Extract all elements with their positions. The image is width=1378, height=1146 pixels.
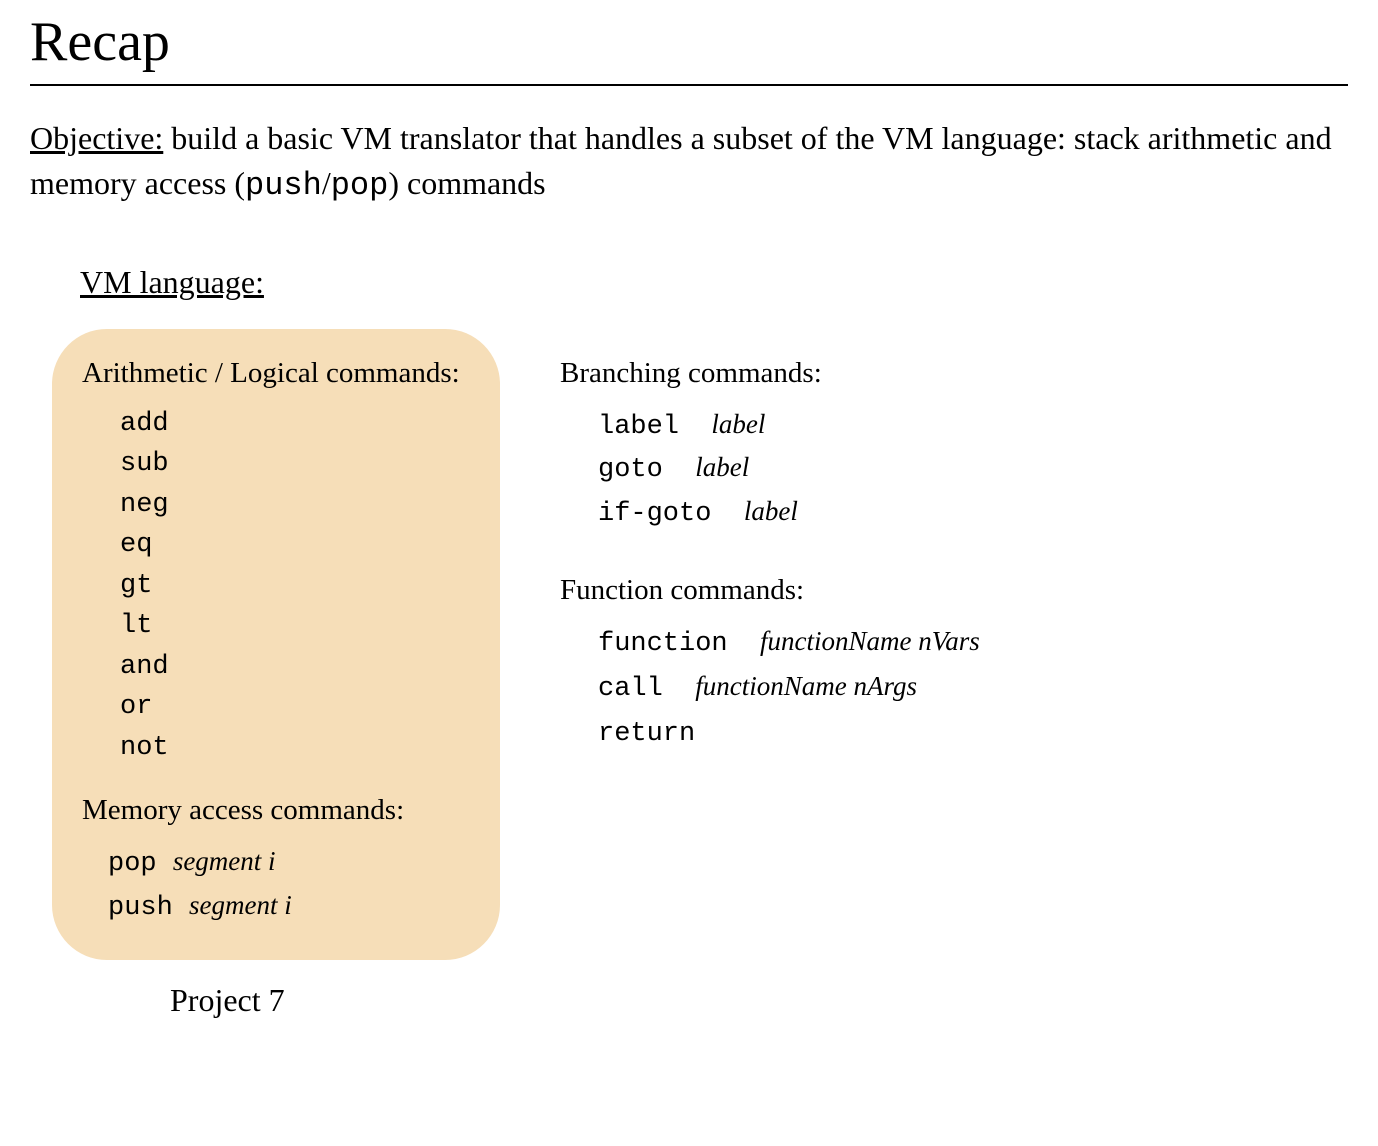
memory-arg: segment i	[173, 846, 276, 876]
branching-arg: label	[711, 409, 765, 439]
arith-item: and	[120, 647, 470, 688]
function-heading: Function commands:	[560, 574, 980, 607]
function-item: function functionName nVars	[598, 621, 980, 666]
function-group: Function commands: function functionName…	[560, 574, 980, 756]
arith-item: not	[120, 728, 470, 769]
objective-slash: /	[322, 165, 331, 201]
branching-arg: label	[695, 452, 749, 482]
memory-cmd: pop	[108, 849, 157, 879]
arith-item: gt	[120, 566, 470, 607]
memory-heading: Memory access commands:	[82, 794, 470, 827]
branching-item: if-goto label	[598, 491, 980, 535]
objective-text-after: ) commands	[388, 165, 545, 201]
branching-arg: label	[744, 496, 798, 526]
arith-item: neg	[120, 485, 470, 526]
function-arg: functionName nVars	[760, 626, 980, 656]
function-item: return	[598, 711, 980, 756]
objective-label: Objective:	[30, 120, 163, 156]
project7-highlight-box: Arithmetic / Logical commands: add sub n…	[52, 329, 500, 961]
memory-item: push segment i	[108, 885, 470, 929]
branching-item: label label	[598, 404, 980, 448]
arithmetic-list: add sub neg eq gt lt and or not	[82, 404, 470, 769]
arith-item: eq	[120, 525, 470, 566]
arithmetic-heading: Arithmetic / Logical commands:	[82, 357, 470, 390]
memory-item: pop segment i	[108, 841, 470, 885]
branching-group: Branching commands: label label goto lab…	[560, 357, 980, 535]
objective-paragraph: Objective: build a basic VM translator t…	[30, 116, 1348, 209]
left-column: Arithmetic / Logical commands: add sub n…	[30, 329, 500, 1020]
memory-list: pop segment i push segment i	[82, 841, 470, 928]
function-cmd: call	[598, 674, 663, 704]
memory-cmd: push	[108, 893, 173, 923]
branching-heading: Branching commands:	[560, 357, 980, 390]
project-label: Project 7	[170, 982, 500, 1019]
function-cmd: return	[598, 719, 695, 749]
objective-code-push: push	[245, 167, 322, 204]
right-column: Branching commands: label label goto lab…	[560, 329, 980, 1020]
branching-list: label label goto label if-goto label	[560, 404, 980, 535]
arith-item: or	[120, 687, 470, 728]
arith-item: lt	[120, 606, 470, 647]
vm-language-label: VM language:	[80, 264, 1348, 301]
function-list: function functionName nVars call functio…	[560, 621, 980, 756]
branching-cmd: goto	[598, 455, 663, 485]
branching-cmd: if-goto	[598, 499, 711, 529]
branching-cmd: label	[598, 412, 679, 442]
function-arg: functionName nArgs	[695, 671, 917, 701]
branching-item: goto label	[598, 447, 980, 491]
function-cmd: function	[598, 629, 728, 659]
title-rule	[30, 84, 1348, 86]
memory-arg: segment i	[189, 890, 292, 920]
arith-item: sub	[120, 444, 470, 485]
arith-item: add	[120, 404, 470, 445]
page-title: Recap	[30, 10, 1348, 84]
function-item: call functionName nArgs	[598, 666, 980, 711]
objective-text-before: build a basic VM translator that handles…	[30, 120, 1332, 201]
objective-code-pop: pop	[331, 167, 389, 204]
columns-container: Arithmetic / Logical commands: add sub n…	[30, 329, 1348, 1020]
